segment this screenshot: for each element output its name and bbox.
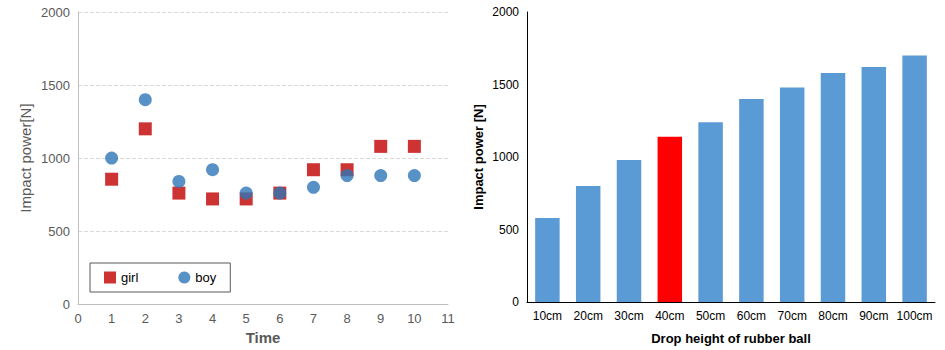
svg-text:Impact power [N]: Impact power [N]: [471, 104, 486, 209]
svg-text:80cm: 80cm: [818, 309, 847, 323]
svg-text:500: 500: [48, 224, 70, 239]
svg-text:Drop height of rubber ball: Drop height of rubber ball: [651, 331, 811, 346]
svg-text:10: 10: [407, 311, 421, 326]
svg-text:6: 6: [276, 311, 283, 326]
svg-text:8: 8: [343, 311, 350, 326]
svg-text:30cm: 30cm: [614, 309, 643, 323]
svg-text:11: 11: [441, 311, 455, 326]
svg-text:4: 4: [209, 311, 216, 326]
svg-text:0: 0: [63, 297, 70, 312]
svg-text:100cm: 100cm: [897, 309, 933, 323]
svg-text:20cm: 20cm: [574, 309, 603, 323]
svg-text:500: 500: [499, 223, 519, 237]
svg-text:90cm: 90cm: [859, 309, 888, 323]
svg-text:1000: 1000: [41, 151, 70, 166]
svg-text:3: 3: [175, 311, 182, 326]
svg-text:0: 0: [512, 295, 519, 309]
svg-text:40cm: 40cm: [655, 309, 684, 323]
svg-text:50cm: 50cm: [696, 309, 725, 323]
svg-text:5: 5: [243, 311, 250, 326]
svg-text:Impact power[N]: Impact power[N]: [17, 103, 34, 212]
svg-text:1500: 1500: [492, 78, 519, 92]
svg-text:2000: 2000: [41, 5, 70, 20]
svg-text:1: 1: [108, 311, 115, 326]
svg-text:Time: Time: [246, 329, 281, 346]
svg-text:1000: 1000: [492, 150, 519, 164]
svg-text:boy: boy: [195, 270, 216, 285]
svg-text:2: 2: [142, 311, 149, 326]
svg-text:10cm: 10cm: [533, 309, 562, 323]
svg-text:60cm: 60cm: [737, 309, 766, 323]
svg-text:girl: girl: [121, 270, 138, 285]
svg-text:1500: 1500: [41, 78, 70, 93]
svg-text:7: 7: [310, 311, 317, 326]
svg-text:70cm: 70cm: [778, 309, 807, 323]
svg-text:0: 0: [74, 311, 81, 326]
svg-text:2000: 2000: [492, 5, 519, 19]
svg-text:9: 9: [377, 311, 384, 326]
